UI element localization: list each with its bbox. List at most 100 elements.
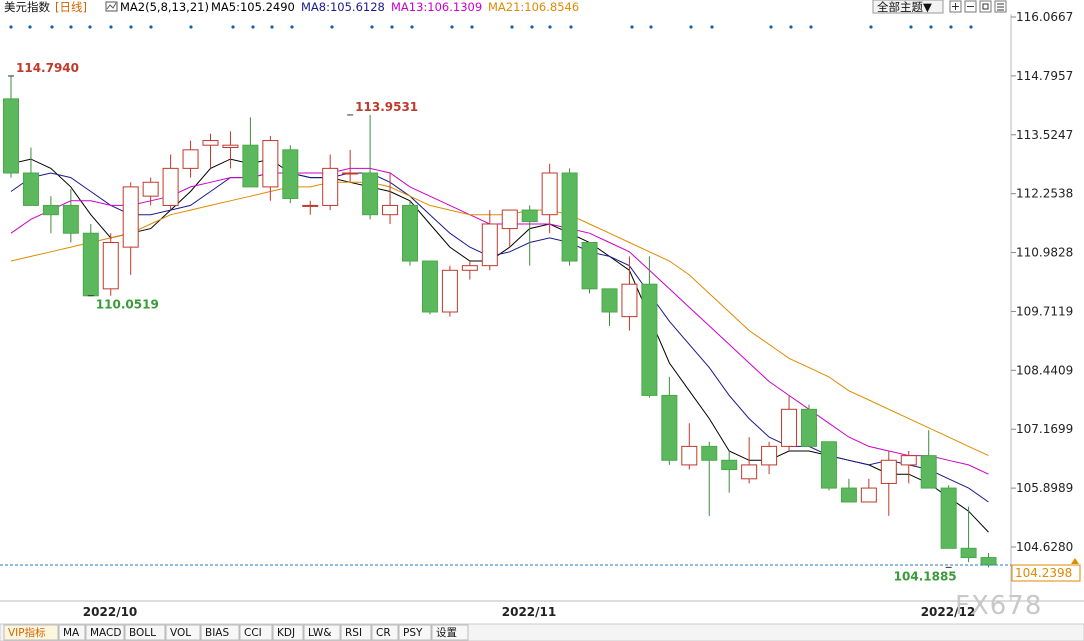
candle-body-up (222, 144, 239, 149)
high-mark-label: 113.9531 (355, 100, 418, 114)
candle (282, 145, 299, 204)
event-marker-dot[interactable] (789, 25, 793, 29)
indicator-tab-10[interactable]: CR (371, 624, 399, 641)
indicator-tab-9[interactable]: RSI (340, 624, 372, 641)
tab-frame[interactable] (200, 624, 240, 641)
candle-body-down (421, 260, 438, 313)
event-marker-dot[interactable] (929, 25, 933, 29)
tab-label[interactable]: MA (63, 627, 80, 639)
event-marker-dot[interactable] (510, 25, 514, 29)
event-marker-dot[interactable] (969, 25, 973, 29)
indicator-tab-11[interactable]: PSY (398, 624, 432, 641)
theme-button[interactable]: 全部主题▼ (877, 0, 932, 14)
event-marker-dot[interactable] (109, 25, 113, 29)
tab-frame[interactable] (58, 624, 86, 641)
event-marker-dot[interactable] (869, 25, 873, 29)
window-icon[interactable] (994, 0, 1007, 13)
candle (860, 478, 877, 503)
tab-frame[interactable] (239, 624, 273, 641)
event-marker-dot[interactable] (710, 25, 714, 29)
event-marker-dot[interactable] (370, 25, 374, 29)
tab-label[interactable]: CR (376, 627, 391, 639)
event-marker-dot[interactable] (28, 25, 32, 29)
indicator-tab-3[interactable]: BOLL (124, 624, 166, 641)
event-marker-dot[interactable] (630, 25, 634, 29)
tab-frame[interactable] (3, 624, 59, 641)
tab-label[interactable]: BOLL (129, 627, 156, 639)
tab-label[interactable]: LW& (308, 627, 331, 639)
candle (820, 441, 837, 491)
event-marker-dot[interactable] (689, 25, 693, 29)
tab-label[interactable]: RSI (345, 627, 362, 639)
indicator-tab-0[interactable]: VIP指标 (3, 624, 59, 641)
fullscreen-icon[interactable] (979, 0, 992, 13)
event-marker-dot[interactable] (470, 25, 474, 29)
candle (900, 451, 917, 484)
zoom-out-icon[interactable] (964, 0, 977, 13)
tab-frame[interactable] (165, 624, 201, 641)
tab-frame[interactable] (124, 624, 166, 641)
theme-button-frame[interactable] (872, 0, 944, 14)
candle-body-down (820, 441, 837, 489)
candle (382, 172, 399, 224)
tab-label[interactable]: CCI (244, 627, 262, 639)
indicator-tab-2[interactable]: MACD (85, 624, 125, 641)
tab-frame[interactable] (398, 624, 432, 641)
event-marker-dot[interactable] (548, 25, 552, 29)
indicator-tab-5[interactable]: BIAS (200, 624, 240, 641)
candle (242, 117, 259, 188)
event-marker-dot[interactable] (949, 25, 953, 29)
zoom-in-icon[interactable] (949, 0, 962, 13)
tab-frame[interactable] (85, 624, 125, 641)
event-marker-dot[interactable] (50, 25, 54, 29)
candle (581, 241, 598, 294)
tab-label[interactable]: KDJ (277, 627, 295, 639)
event-marker-dot[interactable] (809, 25, 813, 29)
indicator-tab-8[interactable]: LW& (303, 624, 341, 641)
candle (940, 485, 957, 549)
indicator-tab-1[interactable]: MA (58, 624, 86, 641)
event-marker-dot[interactable] (530, 25, 534, 29)
event-marker-dot[interactable] (231, 25, 235, 29)
event-marker-dot[interactable] (290, 25, 294, 29)
event-marker-dot[interactable] (330, 25, 334, 29)
tab-label[interactable]: MACD (90, 627, 121, 639)
candle (880, 451, 897, 516)
indicator-tab-4[interactable]: VOL (165, 624, 201, 641)
tab-label[interactable]: BIAS (205, 627, 229, 639)
event-marker-dot[interactable] (909, 25, 913, 29)
candle (920, 430, 937, 489)
event-marker-dot[interactable] (769, 25, 773, 29)
event-marker-dot[interactable] (189, 25, 193, 29)
tab-label[interactable]: VIP指标 (8, 626, 46, 639)
event-marker-dot[interactable] (450, 25, 454, 29)
period-label[interactable]: [日线] (55, 0, 87, 14)
event-marker-dot[interactable] (410, 25, 414, 29)
tab-frame[interactable] (431, 624, 469, 641)
tab-label[interactable]: VOL (170, 627, 191, 639)
event-marker-dot[interactable] (270, 25, 274, 29)
tab-frame[interactable] (371, 624, 399, 641)
event-marker-dot[interactable] (251, 25, 255, 29)
y-tick-label: 112.2538 (1016, 187, 1073, 201)
event-marker-dot[interactable] (9, 25, 13, 29)
tab-frame[interactable] (272, 624, 304, 641)
tab-label[interactable]: PSY (403, 627, 423, 639)
indicator-tab-12[interactable]: 设置 (431, 624, 469, 641)
event-marker-dot[interactable] (69, 25, 73, 29)
indicator-tab-6[interactable]: CCI (239, 624, 273, 641)
event-marker-dot[interactable] (390, 25, 394, 29)
low-mark-label: 104.1885 (894, 569, 957, 583)
event-marker-dot[interactable] (649, 25, 653, 29)
candle (980, 552, 997, 568)
event-marker-dot[interactable] (569, 25, 573, 29)
event-marker-dot[interactable] (149, 25, 153, 29)
tab-label[interactable]: 设置 (436, 627, 457, 639)
event-marker-dot[interactable] (88, 25, 92, 29)
last-price-box (1011, 564, 1081, 582)
ma-settings-icon[interactable] (105, 1, 118, 12)
indicator-tab-7[interactable]: KDJ (272, 624, 304, 641)
event-marker-dot[interactable] (129, 25, 133, 29)
tab-frame[interactable] (340, 624, 372, 641)
tab-frame[interactable] (303, 624, 341, 641)
